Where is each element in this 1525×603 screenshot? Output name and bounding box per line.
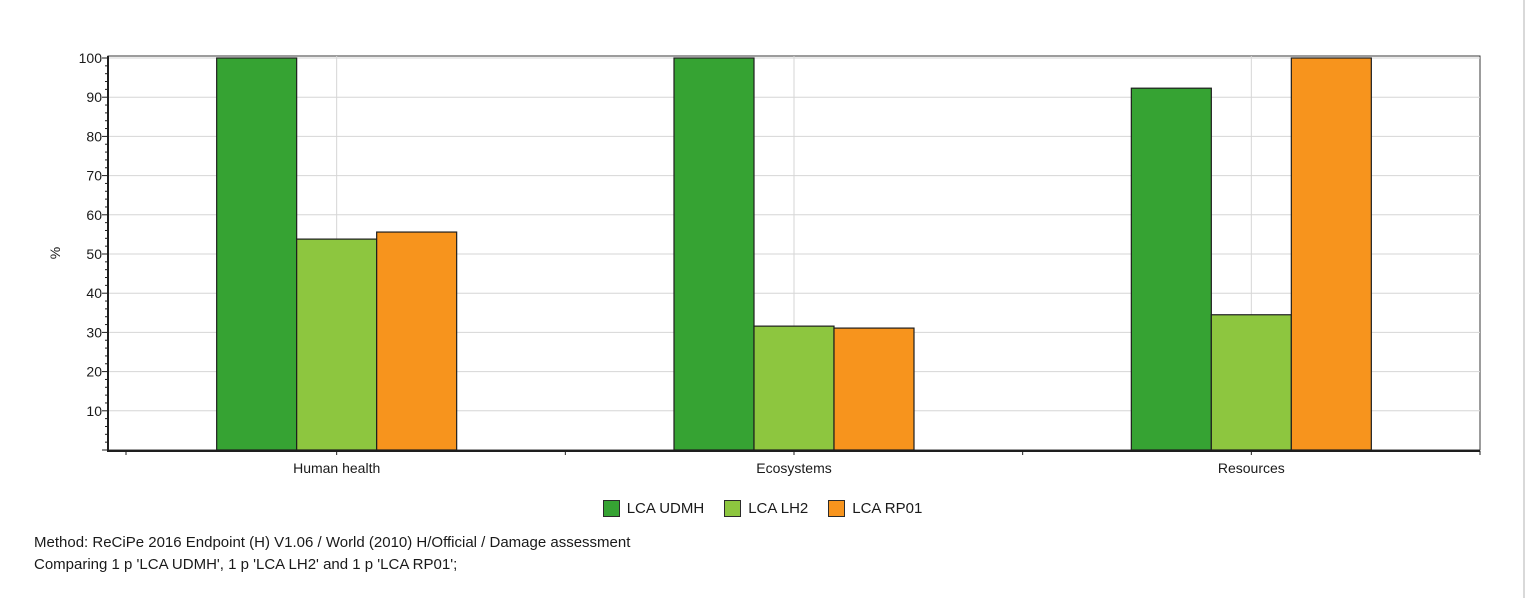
comparing-text: Comparing 1 p 'LCA UDMH', 1 p 'LCA LH2' … <box>34 556 458 573</box>
legend-label-lca-lh2: LCA LH2 <box>748 500 809 517</box>
y-tick-label: 40 <box>86 285 102 301</box>
y-tick-label: 100 <box>79 50 103 66</box>
legend-swatch-lca-rp01 <box>828 500 846 517</box>
y-axis-label: % <box>47 247 63 259</box>
y-tick-label: 10 <box>86 403 102 419</box>
y-tick-label: 70 <box>86 168 102 184</box>
bar <box>376 231 458 451</box>
bar <box>753 325 835 451</box>
method-text: Method: ReCiPe 2016 Endpoint (H) V1.06 /… <box>34 534 631 551</box>
y-tick-label: 20 <box>86 364 102 380</box>
legend-item-lca-lh2[interactable]: LCA LH2 <box>724 500 808 517</box>
legend-swatch-lca-udmh <box>602 500 620 517</box>
legend-item-lca-udmh[interactable]: LCA UDMH <box>602 500 705 517</box>
window-edge <box>1523 0 1525 598</box>
legend-swatch-lca-lh2 <box>724 500 742 517</box>
x-tick-label: Ecosystems <box>756 460 831 476</box>
bar <box>673 57 755 451</box>
bar <box>216 57 298 451</box>
legend-item-lca-rp01[interactable]: LCA RP01 <box>828 500 922 517</box>
legend-label-lca-rp01: LCA RP01 <box>852 500 923 517</box>
x-tick-label: Resources <box>1218 460 1285 476</box>
y-tick-label: 80 <box>86 128 102 144</box>
bar <box>1130 87 1212 451</box>
y-tick-label: 30 <box>86 324 102 340</box>
x-tick-label: Human health <box>293 460 380 476</box>
y-tick-label: 50 <box>86 246 102 262</box>
bar <box>1290 57 1372 451</box>
bar <box>296 238 378 451</box>
legend: LCA UDMH LCA LH2 LCA RP01 <box>0 500 1525 517</box>
legend-label-lca-udmh: LCA UDMH <box>626 500 705 517</box>
bar <box>833 327 915 451</box>
y-tick-label: 60 <box>86 207 102 223</box>
chart-caption: Method: ReCiPe 2016 Endpoint (H) V1.06 /… <box>34 532 630 576</box>
y-tick-label: 90 <box>86 89 102 105</box>
bar <box>1210 314 1292 451</box>
